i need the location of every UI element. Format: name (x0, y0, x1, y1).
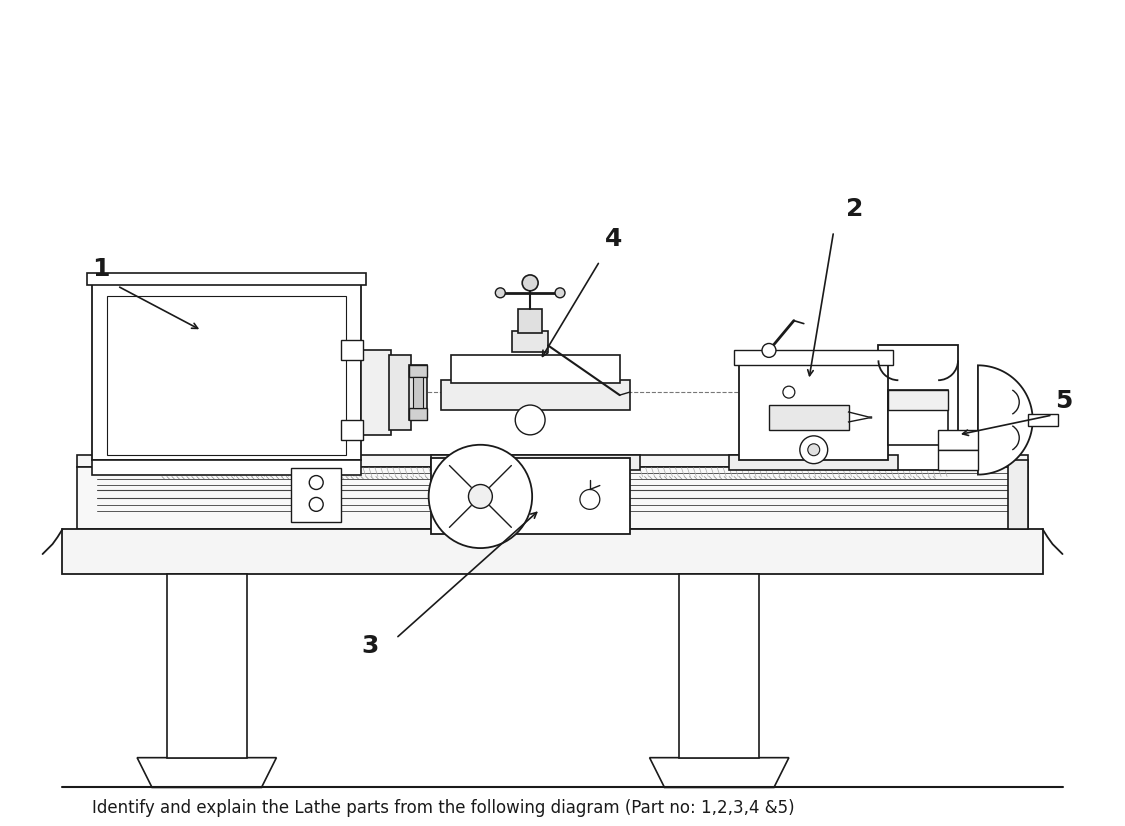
Bar (739, 355, 889, 460)
Circle shape (309, 497, 323, 511)
Bar (1028, 414, 1058, 426)
Text: 5: 5 (1055, 389, 1073, 413)
Bar (889, 390, 948, 444)
Circle shape (800, 436, 828, 463)
Bar (408, 408, 426, 420)
Bar (431, 455, 640, 470)
Polygon shape (978, 365, 1033, 475)
Bar (735, 350, 893, 365)
Text: 4: 4 (605, 227, 622, 251)
Bar (879, 345, 958, 470)
Bar (92, 460, 361, 475)
Bar (441, 380, 630, 410)
Circle shape (762, 344, 776, 358)
Polygon shape (137, 757, 277, 787)
Text: 3: 3 (361, 634, 378, 658)
Bar (770, 405, 848, 430)
Bar (92, 281, 361, 460)
Circle shape (468, 485, 493, 508)
Bar (389, 355, 411, 430)
Bar (413, 377, 423, 408)
Bar (291, 468, 341, 522)
Bar (512, 330, 548, 353)
Bar (519, 309, 542, 333)
Circle shape (495, 287, 505, 298)
Text: 1: 1 (92, 257, 110, 281)
Circle shape (309, 476, 323, 490)
Bar (78, 455, 1028, 467)
Bar (341, 340, 363, 360)
Polygon shape (649, 757, 789, 787)
Bar (408, 365, 426, 377)
Text: Identify and explain the Lathe parts from the following diagram (Part no: 1,2,3,: Identify and explain the Lathe parts fro… (92, 799, 795, 817)
Bar (680, 574, 759, 757)
Circle shape (579, 490, 600, 510)
Bar (166, 574, 246, 757)
Circle shape (555, 287, 565, 298)
Bar (1008, 460, 1028, 529)
Bar (361, 350, 390, 434)
Circle shape (515, 405, 546, 434)
Bar (88, 273, 366, 285)
Bar (938, 430, 978, 449)
Bar (408, 365, 426, 420)
Bar (63, 529, 1043, 574)
Bar (431, 458, 630, 534)
Text: 2: 2 (846, 197, 863, 221)
Bar (107, 296, 346, 455)
Bar (78, 467, 1028, 529)
Circle shape (783, 387, 795, 398)
Bar (450, 355, 620, 383)
Circle shape (808, 444, 820, 456)
Bar (938, 449, 978, 470)
Circle shape (429, 444, 532, 548)
Bar (889, 390, 948, 410)
Bar (729, 455, 899, 470)
Bar (341, 420, 363, 439)
Circle shape (522, 275, 538, 291)
